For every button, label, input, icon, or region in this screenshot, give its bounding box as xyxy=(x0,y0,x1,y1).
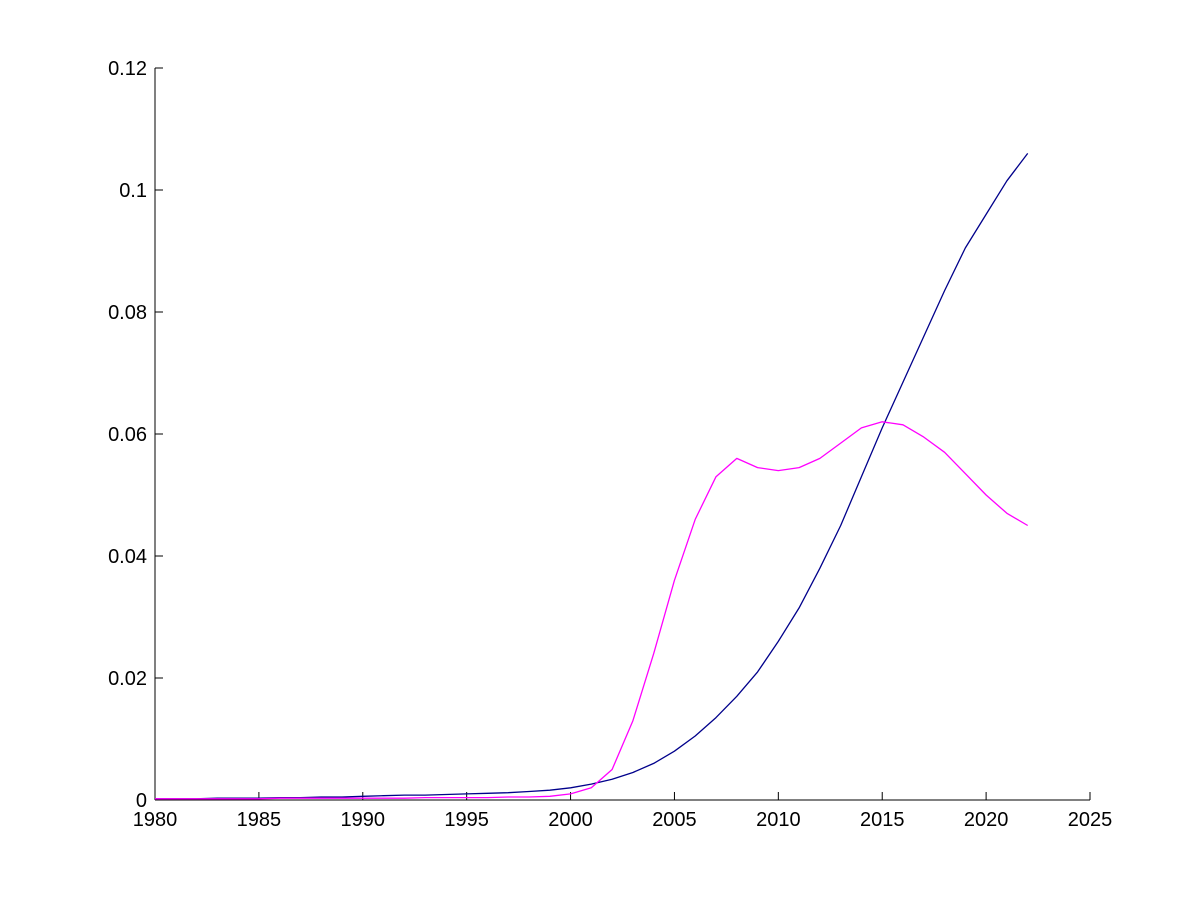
x-tick-label: 1995 xyxy=(444,809,489,831)
series-dark-blue xyxy=(155,153,1029,800)
y-tick-label: 0.02 xyxy=(108,668,147,690)
x-tick-label: 2010 xyxy=(756,809,801,831)
x-tick-label: 1985 xyxy=(237,809,282,831)
y-tick-label: 0.1 xyxy=(119,180,147,202)
x-tick-label: 2000 xyxy=(548,809,593,831)
x-tick-label: 1990 xyxy=(341,809,386,831)
x-tick-label: 2025 xyxy=(1068,809,1113,831)
y-tick-label: 0.04 xyxy=(108,546,147,568)
x-tick-label: 2005 xyxy=(652,809,697,831)
y-tick-label: 0.12 xyxy=(108,58,147,80)
series-magenta xyxy=(155,421,1029,800)
y-tick-label: 0.06 xyxy=(108,424,147,446)
x-tick-label: 2020 xyxy=(964,809,1009,831)
x-tick-label: 2015 xyxy=(860,809,905,831)
y-tick-label: 0.08 xyxy=(108,302,147,324)
y-tick-label: 0 xyxy=(136,790,147,812)
x-tick-label: 1980 xyxy=(133,809,178,831)
